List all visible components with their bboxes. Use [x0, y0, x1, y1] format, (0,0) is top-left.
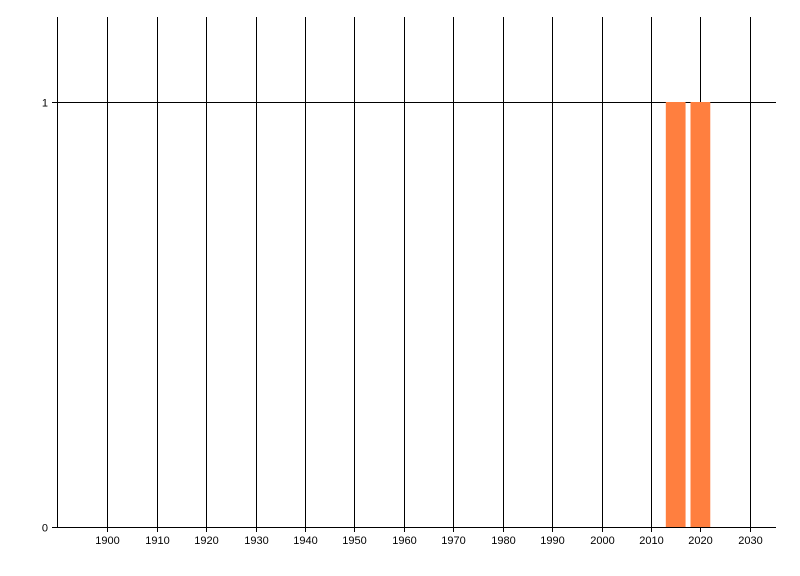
x-tick-label: 2000 [590, 535, 614, 547]
y-tick-label: 1 [42, 98, 48, 110]
x-tick-label: 2030 [738, 535, 762, 547]
x-tick-label: 1990 [540, 535, 564, 547]
x-tick-label: 2020 [688, 535, 712, 547]
x-tick-label: 1950 [342, 535, 366, 547]
x-tick-label: 1910 [145, 535, 169, 547]
x-tick-label: 1980 [491, 535, 515, 547]
x-tick-label: 1920 [194, 535, 218, 547]
x-tick-label: 1930 [244, 535, 268, 547]
y-tick-label: 0 [42, 523, 48, 535]
x-tick-label: 1960 [392, 535, 416, 547]
bar-2020 [690, 102, 711, 527]
x-tick-label: 1900 [95, 535, 119, 547]
x-tick-label: 1970 [441, 535, 465, 547]
bar-2015 [665, 102, 686, 527]
x-tick-label: 2010 [639, 535, 663, 547]
x-tick-label: 1940 [293, 535, 317, 547]
